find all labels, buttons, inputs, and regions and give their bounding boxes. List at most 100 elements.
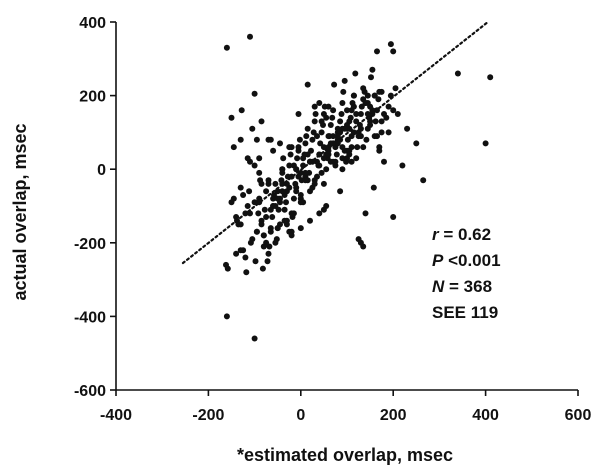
data-point xyxy=(293,188,299,194)
data-point xyxy=(252,336,258,342)
stat-line: P <0.001 xyxy=(432,251,501,270)
data-point xyxy=(252,91,258,97)
data-point xyxy=(404,126,410,132)
data-point xyxy=(344,107,350,113)
data-point xyxy=(289,174,295,180)
data-point xyxy=(420,177,426,183)
stat-variable: P xyxy=(432,251,444,270)
data-point xyxy=(249,236,255,242)
data-point xyxy=(337,118,343,124)
data-point xyxy=(284,218,290,224)
data-point xyxy=(379,118,385,124)
data-point xyxy=(246,188,252,194)
data-point xyxy=(300,155,306,161)
data-point xyxy=(339,144,345,150)
data-point xyxy=(339,166,345,172)
data-point xyxy=(351,93,357,99)
data-point xyxy=(252,199,258,205)
data-point xyxy=(487,74,493,80)
stat-line: N = 368 xyxy=(432,277,492,296)
stat-variable: N xyxy=(432,277,445,296)
data-point xyxy=(288,152,294,158)
data-point xyxy=(243,269,249,275)
data-point xyxy=(369,67,375,73)
data-point xyxy=(369,107,375,113)
data-point xyxy=(279,188,285,194)
data-point xyxy=(284,181,290,187)
data-point xyxy=(342,126,348,132)
data-point xyxy=(307,218,313,224)
data-point xyxy=(265,258,271,264)
x-axis-title: *estimated overlap, msec xyxy=(237,445,453,465)
data-point xyxy=(374,133,380,139)
data-point xyxy=(259,118,265,124)
data-point xyxy=(298,170,304,176)
data-point xyxy=(374,48,380,54)
data-point xyxy=(261,244,267,250)
data-point xyxy=(390,48,396,54)
data-point xyxy=(368,74,374,80)
data-point xyxy=(302,177,308,183)
stat-value: = 0.62 xyxy=(439,225,491,244)
data-point xyxy=(291,196,297,202)
data-point xyxy=(358,240,364,246)
data-point xyxy=(289,232,295,238)
data-point xyxy=(260,266,266,272)
data-point xyxy=(239,107,245,113)
y-tick-label: 0 xyxy=(97,162,106,179)
data-point xyxy=(363,210,369,216)
data-point xyxy=(280,155,286,161)
data-point xyxy=(316,100,322,106)
data-point xyxy=(334,152,340,158)
data-point xyxy=(363,100,369,106)
axes: -600 -400 -200 0 200 400 -400 -200 0 200 400 600 xyxy=(74,15,591,424)
data-point xyxy=(270,148,276,154)
data-point xyxy=(235,221,241,227)
data-point xyxy=(372,93,378,99)
data-point xyxy=(339,111,345,117)
data-point xyxy=(337,188,343,194)
data-point xyxy=(354,144,360,150)
data-point xyxy=(367,118,373,124)
data-point xyxy=(353,118,359,124)
x-tick-label: 600 xyxy=(565,407,592,424)
data-point xyxy=(390,107,396,113)
data-point xyxy=(381,111,387,117)
data-point xyxy=(254,229,260,235)
data-point xyxy=(286,144,292,150)
data-point xyxy=(256,170,262,176)
data-point xyxy=(351,129,357,135)
data-point xyxy=(342,78,348,84)
data-point xyxy=(266,177,272,183)
data-point xyxy=(259,181,265,187)
y-tick-label: -600 xyxy=(74,383,106,400)
data-point xyxy=(302,140,308,146)
y-tick-label: -200 xyxy=(74,236,106,253)
data-point xyxy=(266,251,272,257)
stat-line: r = 0.62 xyxy=(432,225,491,244)
y-ticks: -600 -400 -200 0 200 400 xyxy=(74,15,116,400)
y-axis-title: actual overlap, msec xyxy=(10,123,30,300)
data-point xyxy=(275,225,281,231)
data-point xyxy=(255,210,261,216)
stat-line: SEE 119 xyxy=(432,303,498,322)
data-point xyxy=(413,140,419,146)
data-point xyxy=(326,104,332,110)
stat-value: SEE 119 xyxy=(432,303,498,322)
data-point xyxy=(259,221,265,227)
data-point xyxy=(272,240,278,246)
data-point xyxy=(262,207,268,213)
data-point xyxy=(321,144,327,150)
data-point xyxy=(300,163,306,169)
data-point xyxy=(335,133,341,139)
data-point xyxy=(303,133,309,139)
data-point xyxy=(282,207,288,213)
data-point xyxy=(351,104,357,110)
data-point xyxy=(247,34,253,40)
data-point xyxy=(254,137,260,143)
data-point xyxy=(268,207,274,213)
y-tick-label: -400 xyxy=(74,309,106,326)
data-point xyxy=(294,155,300,161)
data-point xyxy=(261,232,267,238)
